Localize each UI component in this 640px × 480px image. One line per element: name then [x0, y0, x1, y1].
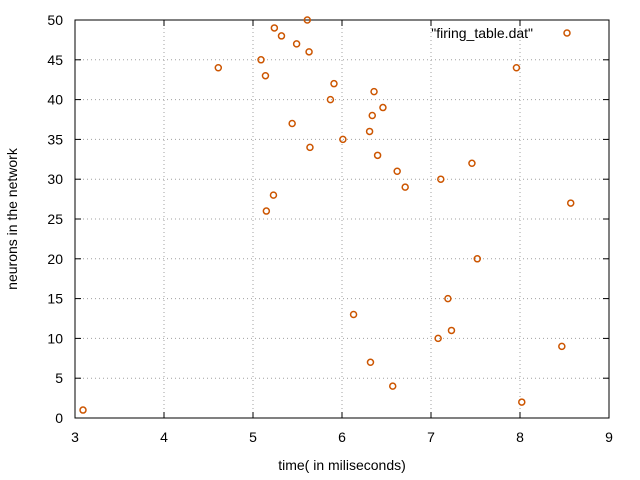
- x-tick-label: 6: [338, 429, 346, 445]
- y-tick-label: 5: [55, 370, 63, 386]
- data-point: [468, 159, 476, 168]
- data-point: [277, 32, 286, 40]
- y-tick-label: 40: [47, 92, 63, 108]
- data-point: [379, 103, 387, 112]
- legend-marker: [563, 29, 571, 37]
- data-point: [368, 111, 377, 120]
- data-point: [434, 334, 442, 343]
- data-point: [401, 183, 409, 191]
- x-axis-label: time( in miliseconds): [278, 457, 406, 473]
- x-tick-label: 3: [71, 429, 79, 445]
- data-point: [269, 191, 278, 199]
- y-axis-label: neurons in the network: [4, 147, 20, 290]
- y-tick-label: 50: [47, 12, 63, 28]
- data-point: [370, 87, 378, 96]
- y-tick-label: 30: [47, 171, 63, 187]
- data-point: [447, 326, 456, 335]
- y-tick-label: 15: [47, 291, 63, 307]
- x-tick-label: 5: [249, 429, 257, 445]
- data-point: [330, 79, 338, 88]
- data-point: [326, 95, 335, 104]
- data-point: [257, 56, 265, 64]
- data-point: [512, 64, 521, 72]
- data-point: [393, 167, 401, 175]
- x-tick-label: 7: [427, 429, 435, 445]
- data-point: [473, 255, 482, 263]
- x-tick-label: 8: [516, 429, 524, 445]
- y-tick-label: 35: [47, 131, 63, 147]
- data-point: [444, 294, 452, 303]
- data-point: [373, 151, 382, 160]
- grid-lines: [75, 20, 609, 418]
- data-point: [292, 40, 301, 48]
- data-point: [558, 342, 566, 351]
- x-tick-label: 4: [160, 429, 168, 445]
- data-point: [305, 48, 313, 56]
- data-point: [518, 398, 526, 406]
- data-point: [270, 24, 279, 32]
- legend-label: "firing_table.dat": [431, 25, 533, 41]
- data-point: [261, 71, 270, 80]
- legend: "firing_table.dat": [431, 25, 571, 41]
- data-point: [288, 119, 296, 128]
- data-point: [214, 64, 223, 72]
- data-point: [388, 382, 397, 390]
- y-tick-label: 45: [47, 52, 63, 68]
- data-point: [79, 406, 87, 414]
- y-tick-label: 20: [47, 251, 63, 267]
- data-point: [262, 207, 271, 215]
- data-point: [365, 127, 374, 136]
- data-point: [339, 135, 347, 144]
- y-tick-label: 0: [55, 410, 63, 426]
- data-point: [303, 16, 312, 24]
- data-point: [349, 310, 358, 319]
- data-points: [79, 16, 575, 414]
- data-point: [366, 358, 375, 367]
- data-point: [437, 175, 445, 183]
- data-point: [566, 199, 575, 207]
- y-tick-label: 10: [47, 330, 63, 346]
- data-point: [306, 143, 314, 152]
- x-tick-label: 9: [605, 429, 613, 445]
- y-tick-label: 25: [47, 211, 63, 227]
